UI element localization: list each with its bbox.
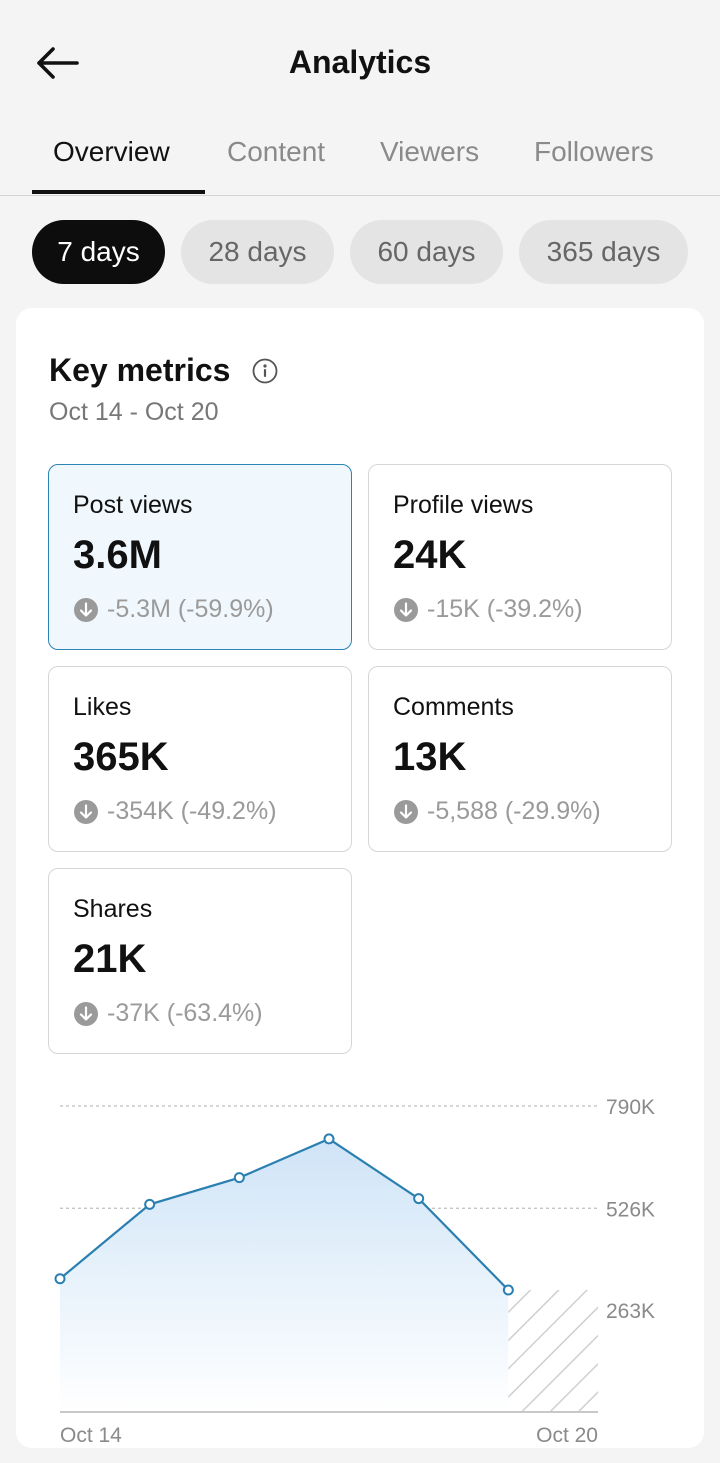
chart-svg: 790K 526K 263K Oct 14 Oct 20: [54, 1096, 655, 1447]
date-range-label: Oct 14 - Oct 20: [49, 398, 219, 426]
data-point: [233, 1172, 245, 1184]
range-365-days-chip[interactable]: 365 days: [519, 220, 688, 284]
metric-card-shares[interactable]: Shares 21K -37K (-63.4%): [48, 868, 352, 1054]
info-icon[interactable]: [252, 358, 278, 384]
metric-card-profile-views[interactable]: Profile views 24K -15K (-39.2%): [368, 464, 672, 650]
y-tick-label: 790K: [606, 1096, 655, 1119]
data-point: [144, 1198, 156, 1210]
metric-value: 21K: [73, 937, 147, 981]
metric-change: -5,588 (-29.9%): [393, 797, 601, 826]
metric-change: -15K (-39.2%): [393, 595, 583, 624]
metric-card-likes[interactable]: Likes 365K -354K (-49.2%): [48, 666, 352, 852]
back-arrow-icon: [37, 47, 79, 79]
key-metrics-title: Key metrics: [49, 352, 231, 388]
post-views-chart: 790K 526K 263K Oct 14 Oct 20: [16, 1068, 704, 1448]
metric-value: 24K: [393, 533, 467, 577]
data-point: [323, 1133, 335, 1145]
data-point: [502, 1284, 514, 1296]
top-bar: Analytics: [0, 0, 720, 120]
metric-change: -5.3M (-59.9%): [73, 595, 274, 624]
decrease-arrow-icon: [394, 597, 418, 622]
tab-content[interactable]: Content: [227, 136, 326, 167]
date-range-selector: 7 days 28 days 60 days 365 days: [0, 220, 720, 284]
metric-value: 13K: [393, 735, 467, 779]
tab-followers[interactable]: Followers: [534, 136, 654, 167]
metric-change-text: -5.3M (-59.9%): [107, 595, 274, 623]
data-point: [54, 1273, 66, 1285]
tab-viewers[interactable]: Viewers: [380, 136, 480, 167]
tab-bar: Overview Content Viewers Followers: [0, 118, 720, 196]
back-button[interactable]: [34, 40, 80, 86]
metric-label: Profile views: [393, 491, 534, 519]
range-7-days-chip[interactable]: 7 days: [32, 220, 165, 284]
range-60-days-chip[interactable]: 60 days: [350, 220, 503, 284]
metric-change-text: -15K (-39.2%): [427, 595, 583, 623]
metric-card-post-views[interactable]: Post views 3.6M -5.3M (-59.9%): [48, 464, 352, 650]
metric-change-text: -37K (-63.4%): [107, 999, 263, 1027]
metric-label: Shares: [73, 895, 153, 923]
metric-value: 3.6M: [73, 533, 162, 577]
y-tick-label: 263K: [606, 1300, 655, 1323]
active-tab-indicator: [32, 190, 205, 194]
tab-overview[interactable]: Overview: [53, 136, 170, 167]
metric-change: -37K (-63.4%): [73, 999, 263, 1028]
metric-value: 365K: [73, 735, 169, 779]
metric-label: Post views: [73, 491, 193, 519]
metric-change-text: -354K (-49.2%): [107, 797, 277, 825]
decrease-arrow-icon: [74, 799, 98, 824]
series-line: [59, 1137, 510, 1291]
y-tick-label: 526K: [606, 1198, 655, 1221]
metric-change-text: -5,588 (-29.9%): [427, 797, 601, 825]
data-point: [413, 1193, 425, 1205]
decrease-arrow-icon: [74, 597, 98, 622]
range-28-days-chip[interactable]: 28 days: [181, 220, 334, 284]
x-tick-label: Oct 14: [60, 1424, 122, 1447]
decrease-arrow-icon: [74, 1001, 98, 1026]
metric-label: Comments: [393, 693, 514, 721]
incomplete-period-hatch: [508, 1289, 598, 1412]
key-metrics-card: Key metrics Oct 14 - Oct 20 Post views 3…: [16, 308, 704, 1448]
metric-change: -354K (-49.2%): [73, 797, 277, 826]
page-title: Analytics: [288, 44, 432, 80]
decrease-arrow-icon: [394, 799, 418, 824]
metric-label: Likes: [73, 693, 132, 721]
metric-card-comments[interactable]: Comments 13K -5,588 (-29.9%): [368, 666, 672, 852]
x-tick-label: Oct 20: [536, 1424, 598, 1447]
area-fill: [60, 1138, 509, 1412]
